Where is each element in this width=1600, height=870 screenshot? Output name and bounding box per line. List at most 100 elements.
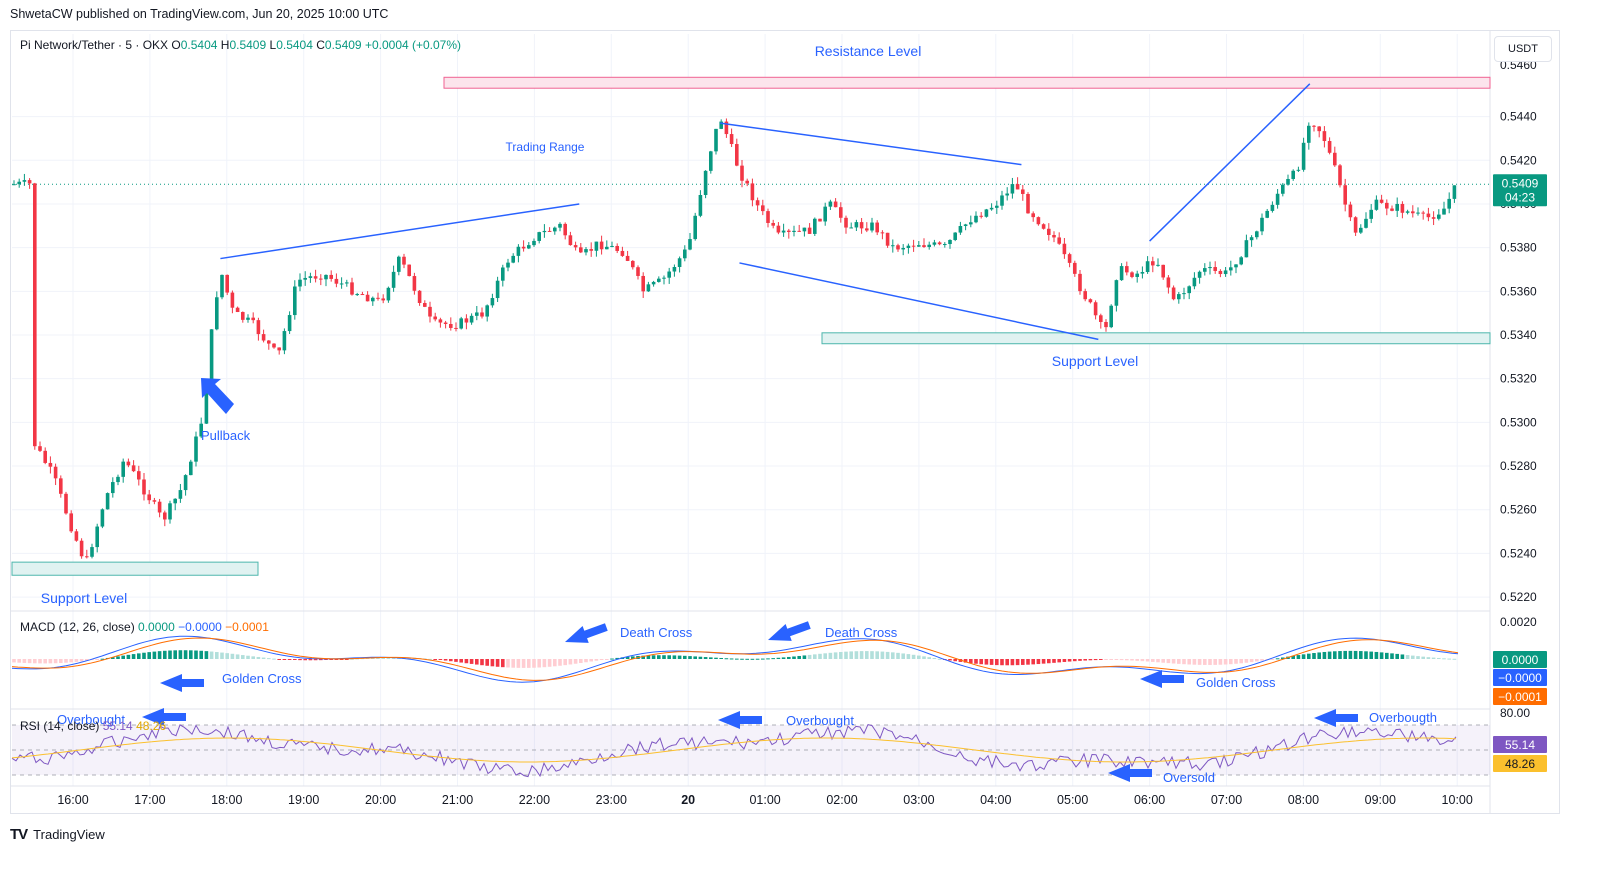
candle-body xyxy=(573,245,578,248)
candle-body xyxy=(781,230,786,233)
macd-histogram-bar xyxy=(719,657,723,659)
golden-cross-arrow-icon-2 xyxy=(1140,670,1184,688)
candle-body xyxy=(599,241,604,250)
macd-histogram-bar xyxy=(381,657,385,659)
macd-histogram-bar xyxy=(376,657,380,659)
macd-histogram-bar xyxy=(443,659,448,661)
macd-histogram-bar xyxy=(386,657,391,659)
candle-body xyxy=(1026,193,1030,214)
candle-body xyxy=(230,292,235,308)
candle-body xyxy=(875,222,879,233)
macd-histogram-bar xyxy=(345,659,349,660)
macd-histogram-bar xyxy=(1083,659,1087,661)
candle-body xyxy=(771,222,775,226)
candle-body xyxy=(215,297,219,330)
macd-histogram-bar xyxy=(1255,659,1259,662)
candle-body xyxy=(745,180,749,184)
macd-histogram-bar xyxy=(683,655,687,659)
price-tick-label: 0.5440 xyxy=(1500,110,1537,124)
candle-body xyxy=(53,466,58,479)
macd-histogram-bar xyxy=(807,654,812,659)
candle-body xyxy=(1073,262,1077,274)
candle-body xyxy=(1005,193,1009,196)
macd-histogram-bar xyxy=(1327,651,1332,659)
candle-body xyxy=(308,276,313,278)
macd-histogram-bar xyxy=(781,657,786,659)
candle-body xyxy=(220,274,224,298)
candle-body xyxy=(677,258,682,267)
candle-body xyxy=(1385,202,1389,209)
candle-body xyxy=(490,298,495,306)
candle-body xyxy=(729,134,734,145)
candle-body xyxy=(1057,237,1061,244)
macd-histogram-bar xyxy=(53,659,58,664)
candle-body xyxy=(932,242,937,245)
candle-body xyxy=(1359,227,1363,233)
rsi-title[interactable]: RSI (14, close) xyxy=(20,719,100,733)
macd-hist-tag: 0.0000 xyxy=(1502,653,1539,667)
macd-histogram-bar xyxy=(542,659,547,668)
candle-body xyxy=(1333,152,1337,166)
candle-body xyxy=(1348,204,1353,218)
macd-histogram-bar xyxy=(324,659,328,660)
macd-histogram-bar xyxy=(792,656,796,659)
golden-cross-arrow-icon-1 xyxy=(160,674,204,692)
candle-body xyxy=(1338,165,1342,186)
macd-histogram-bar xyxy=(1390,653,1394,659)
macd-title[interactable]: MACD (12, 26, close) xyxy=(20,620,135,634)
candle-body xyxy=(1307,125,1311,143)
rsi-tag: 55.14 xyxy=(1505,738,1535,752)
macd-histogram-bar xyxy=(1104,659,1108,660)
macd-histogram-bar xyxy=(74,659,79,662)
candle-body xyxy=(1171,287,1176,300)
high-label: H xyxy=(220,38,230,52)
candle-body xyxy=(391,271,396,288)
macd-histogram-bar xyxy=(1291,655,1295,659)
time-tick-label: 23:00 xyxy=(596,793,627,807)
candle-body xyxy=(345,282,349,284)
candle-body xyxy=(1125,266,1129,273)
price-tick-label: 0.5360 xyxy=(1500,284,1537,298)
macd-histogram-bar xyxy=(610,658,614,660)
candle-body xyxy=(293,286,297,316)
candle-body xyxy=(428,306,432,317)
candle-body xyxy=(1244,240,1249,258)
macd-histogram-bar xyxy=(1151,659,1155,662)
macd-histogram-bar xyxy=(537,659,541,668)
macd-histogram-bar xyxy=(802,655,807,659)
candle-body xyxy=(521,246,526,249)
macd-histogram-bar xyxy=(657,655,661,659)
macd-histogram-bar xyxy=(568,659,573,665)
price-tick-label: 0.5240 xyxy=(1500,546,1537,560)
price-tick-label: 0.5380 xyxy=(1500,241,1537,255)
time-tick-label: 06:00 xyxy=(1134,793,1165,807)
candle-body xyxy=(553,227,557,232)
candle-body xyxy=(943,244,947,246)
candle-body xyxy=(1187,286,1191,294)
macd-histogram-bar xyxy=(449,659,453,662)
macd-legend: MACD (12, 26, close) 0.0000 −0.0000 −0.0… xyxy=(20,620,269,634)
candle-body xyxy=(937,242,942,245)
trend-line-3 xyxy=(739,262,1099,341)
macd-histogram-bar xyxy=(1078,659,1082,661)
candle-body xyxy=(1192,277,1197,287)
macd-histogram-bar xyxy=(282,659,287,660)
candle-body xyxy=(495,280,500,299)
macd-histogram-bar xyxy=(932,657,937,659)
resistance-label: Resistance Level xyxy=(815,43,922,59)
candle-body xyxy=(506,262,510,268)
candle-body xyxy=(126,461,131,466)
candle-body xyxy=(79,540,84,557)
candle-body xyxy=(594,241,599,251)
currency-button[interactable]: USDT xyxy=(1494,36,1552,62)
chart-frame xyxy=(10,30,1560,814)
macd-histogram-bar xyxy=(828,652,833,659)
macd-histogram-bar xyxy=(885,651,890,659)
macd-histogram-bar xyxy=(849,651,853,659)
macd-histogram-bar xyxy=(1379,652,1384,659)
candle-body xyxy=(121,461,125,477)
macd-histogram-bar xyxy=(677,655,682,659)
macd-histogram-bar xyxy=(1322,651,1327,659)
symbol-title[interactable]: Pi Network/Tether · 5 · OKX xyxy=(20,38,169,52)
